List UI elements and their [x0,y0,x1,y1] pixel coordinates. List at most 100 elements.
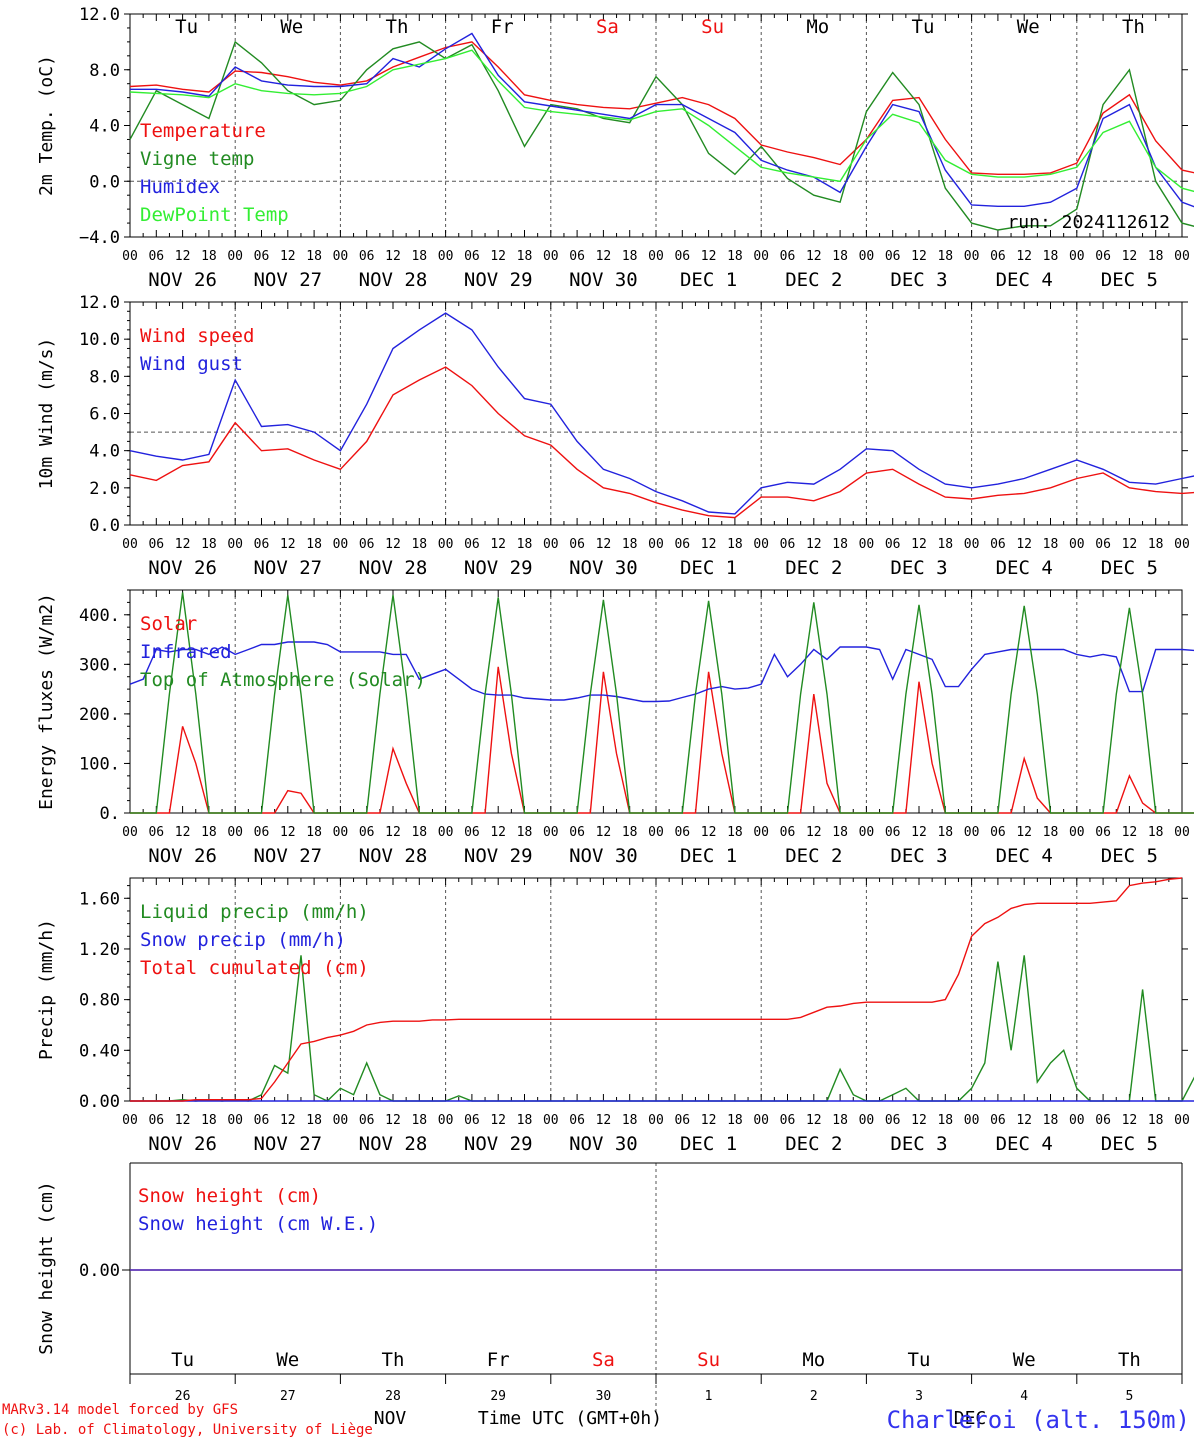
hour-tick-label: 06 [990,249,1006,264]
y-axis-title: Precip (mm/h) [36,919,57,1060]
hour-tick-label: 12 [175,249,191,264]
hour-tick-label: 06 [359,537,375,552]
hour-tick-label: 12 [911,1113,927,1128]
hour-tick-label: 06 [148,537,164,552]
hour-tick-label: 00 [1069,1113,1085,1128]
hour-tick-label: 06 [359,825,375,840]
legend-entry: Vigne temp [140,148,254,170]
hour-tick-label: 18 [1043,1113,1059,1128]
y-tick-label: 0.40 [79,1041,120,1061]
hour-tick-label: 00 [543,825,559,840]
hour-tick-label: 00 [859,1113,875,1128]
hour-tick-label: 18 [306,1113,322,1128]
day-number: 3 [915,1389,923,1404]
legend-entry: Snow precip (mm/h) [140,929,346,951]
legend-entry: Liquid precip (mm/h) [140,901,369,923]
date-label: DEC 1 [680,269,737,291]
weekday-label: Mo [806,16,829,38]
hour-tick-label: 06 [148,1113,164,1128]
y-tick-label: 0.80 [79,991,120,1011]
lab-credit: (c) Lab. of Climatology, University of L… [2,1422,373,1438]
hour-tick-label: 12 [1016,537,1032,552]
hour-tick-label: 12 [806,1113,822,1128]
date-label: NOV 27 [253,557,322,579]
hour-tick-label: 12 [1016,825,1032,840]
hour-tick-label: 18 [517,825,533,840]
hour-tick-label: 18 [411,1113,427,1128]
y-tick-label: 4.0 [89,442,120,462]
date-label: NOV 30 [569,269,638,291]
hour-tick-label: 18 [201,537,217,552]
hour-tick-label: 12 [385,1113,401,1128]
hour-tick-label: 00 [122,537,138,552]
hour-tick-label: 06 [990,1113,1006,1128]
date-label: DEC 5 [1101,557,1158,579]
hour-tick-label: 06 [780,249,796,264]
hour-tick-label: 06 [148,249,164,264]
hour-tick-label: 00 [438,1113,454,1128]
month-label: NOV [374,1408,407,1429]
day-number: 1 [705,1389,713,1404]
hour-tick-label: 12 [175,537,191,552]
hour-tick-label: 06 [254,249,270,264]
hour-tick-label: 18 [1043,537,1059,552]
hour-tick-label: 00 [543,249,559,264]
hour-tick-label: 00 [648,249,664,264]
series-line-0 [129,41,1194,176]
y-tick-label: 8.0 [89,61,120,81]
hour-tick-label: 00 [333,249,349,264]
legend-entry: Wind speed [140,325,254,347]
y-tick-label: 0.00 [79,1092,120,1112]
hour-tick-label: 12 [385,537,401,552]
y-tick-label: −4.0 [79,228,120,248]
hour-tick-label: 00 [964,1113,980,1128]
hour-tick-label: 06 [780,537,796,552]
hour-tick-label: 00 [543,537,559,552]
hour-tick-label: 00 [122,1113,138,1128]
y-axis-title: 2m Temp. (oC) [36,55,57,196]
hour-tick-label: 06 [254,1113,270,1128]
hour-tick-label: 18 [1148,249,1164,264]
hour-tick-label: 12 [1122,825,1138,840]
hour-tick-label: 00 [1069,249,1085,264]
date-label: NOV 27 [253,845,322,867]
y-tick-label: 0. [100,804,120,824]
hour-tick-label: 00 [859,825,875,840]
hour-tick-label: 06 [359,249,375,264]
hour-tick-label: 06 [780,825,796,840]
y-axis-title: Snow height (cm) [36,1181,57,1354]
hour-tick-label: 12 [490,249,506,264]
hour-tick-label: 06 [569,1113,585,1128]
hour-tick-label: 12 [806,825,822,840]
day-number: 27 [280,1389,296,1404]
hour-tick-label: 00 [1174,537,1190,552]
hour-tick-label: 12 [911,537,927,552]
hour-tick-label: 18 [727,249,743,264]
hour-tick-label: 18 [306,825,322,840]
hour-tick-label: 18 [622,825,638,840]
hour-tick-label: 06 [464,825,480,840]
hour-tick-label: 12 [175,1113,191,1128]
hour-tick-label: 00 [753,825,769,840]
legend-entry: Wind gust [140,353,243,375]
legend-entry: Snow height (cm) [138,1185,321,1207]
hour-tick-label: 06 [990,537,1006,552]
hour-tick-label: 06 [674,537,690,552]
y-tick-label: 1.60 [79,889,120,909]
axis-layer [122,13,1188,1384]
hour-tick-label: 00 [859,249,875,264]
legend-entry: Temperature [140,120,266,142]
hour-tick-label: 18 [1043,825,1059,840]
hour-tick-label: 00 [1174,1113,1190,1128]
hour-tick-label: 18 [832,249,848,264]
hour-tick-label: 00 [753,537,769,552]
run-label: run: 2024112612 [1007,212,1170,233]
date-label: DEC 3 [890,845,947,867]
date-label: DEC 4 [996,557,1053,579]
hour-tick-label: 18 [832,825,848,840]
hour-tick-label: 00 [227,249,243,264]
hour-tick-label: 00 [543,1113,559,1128]
month-label: DEC [954,1408,987,1429]
y-tick-label: 10.0 [79,330,120,350]
